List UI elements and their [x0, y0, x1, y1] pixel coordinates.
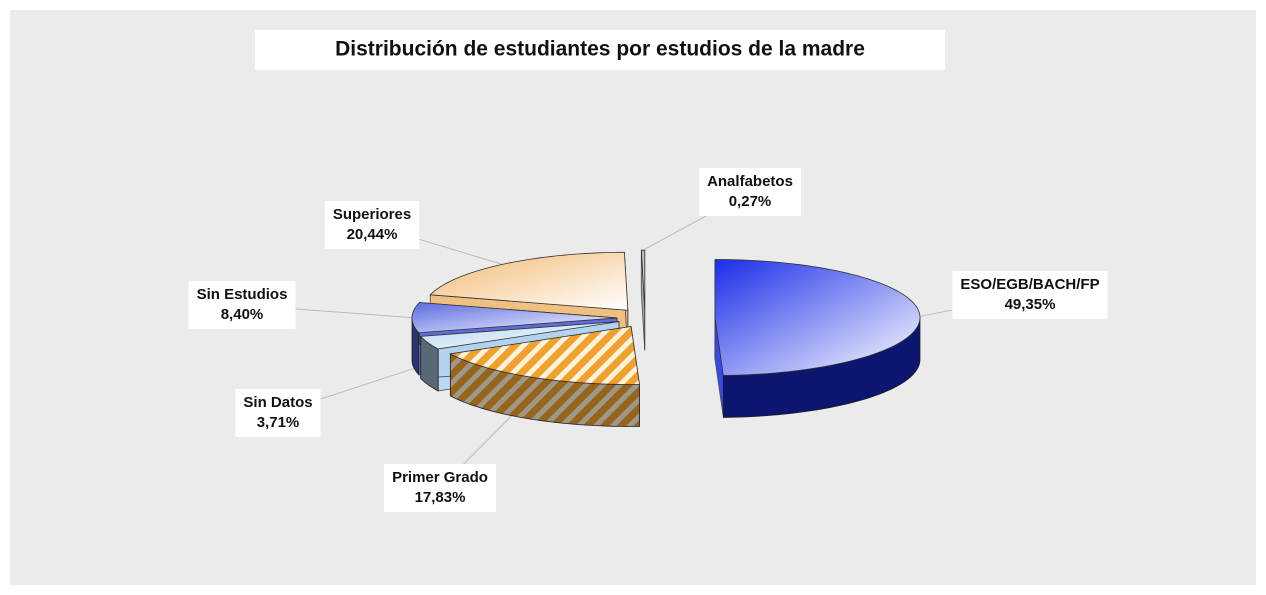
- slice-side-shade: [450, 353, 640, 427]
- category-label: Primer Grado: [392, 469, 488, 486]
- category-label: ESO/EGB/BACH/FP: [960, 276, 1099, 293]
- value-label: 8,40%: [221, 306, 264, 323]
- slice: [640, 249, 646, 351]
- category-label: Sin Estudios: [197, 286, 288, 303]
- slice-top: [640, 249, 646, 309]
- label-box: [699, 168, 801, 216]
- value-label: 49,35%: [1005, 296, 1056, 313]
- slice-top: [449, 326, 640, 385]
- category-label: Superiores: [333, 206, 411, 223]
- value-label: 0,27%: [729, 193, 772, 210]
- slice-side-shade: [412, 317, 419, 375]
- value-label: 3,71%: [257, 414, 300, 431]
- slice-top: [429, 251, 629, 311]
- slice-top: [411, 302, 618, 334]
- value-label: 20,44%: [347, 226, 398, 243]
- slice-side-shade: [420, 336, 439, 391]
- slice: [714, 259, 921, 418]
- chart-title: Distribución de estudiantes por estudios…: [335, 38, 865, 61]
- label-box: [952, 271, 1108, 319]
- slice: [449, 326, 640, 427]
- label-box: [188, 281, 296, 329]
- category-label: Sin Datos: [243, 394, 312, 411]
- label-box: [384, 464, 496, 512]
- slice-top: [714, 259, 921, 376]
- title-box: [255, 30, 945, 70]
- value-label: 17,83%: [415, 489, 466, 506]
- slice-top: [419, 321, 620, 350]
- label-box: [235, 389, 321, 437]
- category-label: Analfabetos: [707, 173, 793, 190]
- label-box: [324, 201, 420, 249]
